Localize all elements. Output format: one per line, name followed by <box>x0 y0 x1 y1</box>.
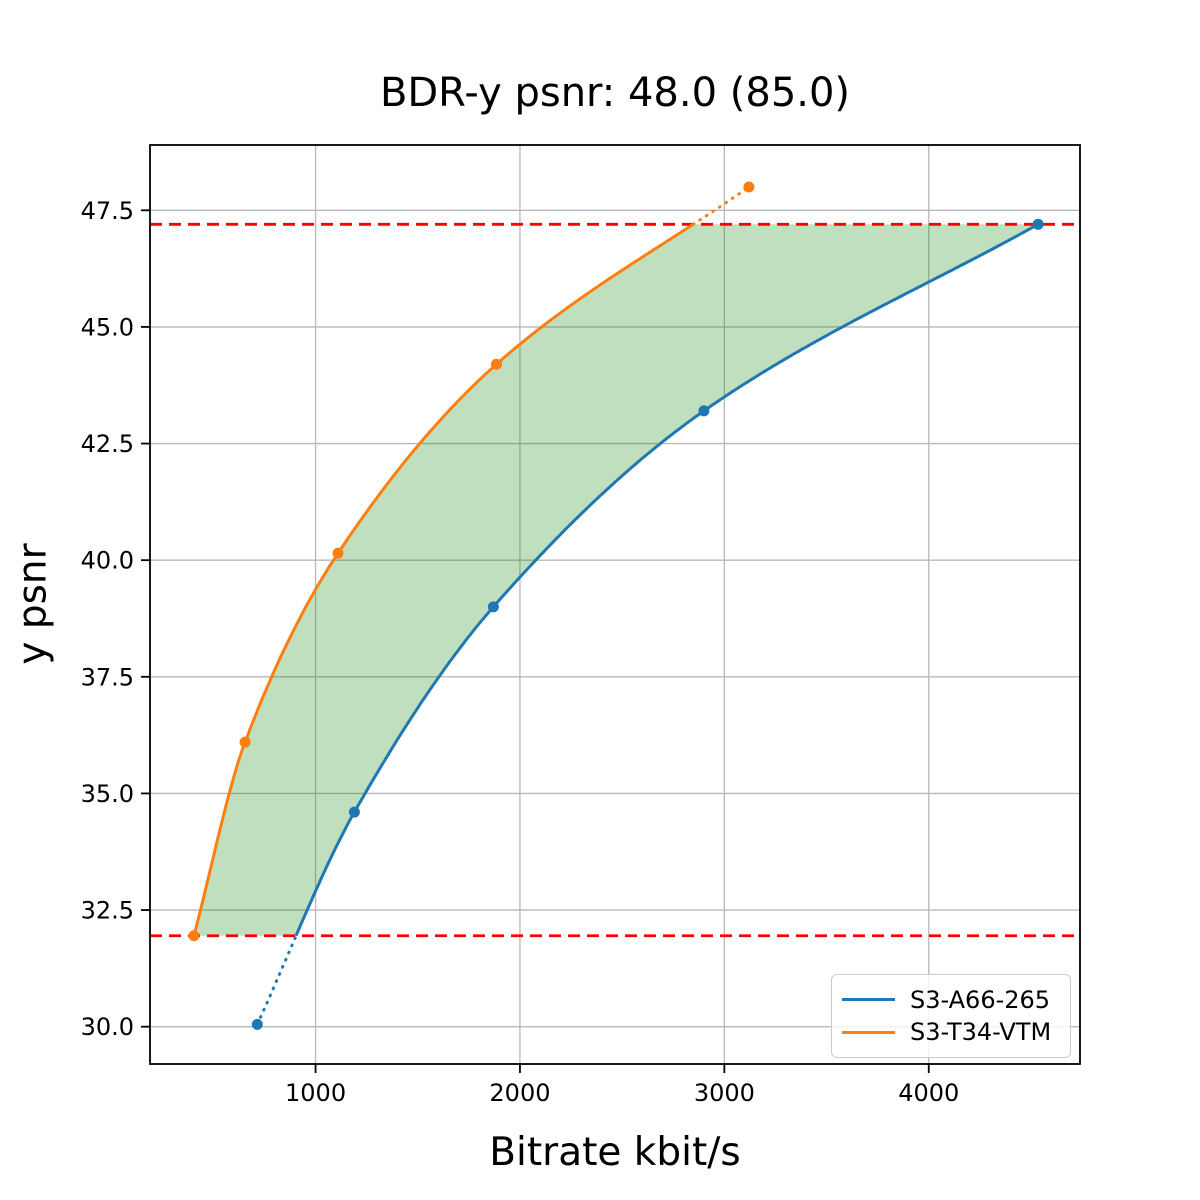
series-line-s3-t34-vtm <box>192 222 695 937</box>
series-dotted-s3-a66-265 <box>255 934 298 1026</box>
y-tick-label: 30.0 <box>81 1013 134 1041</box>
y-tick-label: 47.5 <box>81 197 134 225</box>
series-dotted-s3-t34-vtm <box>691 185 751 226</box>
legend-line-sample-blue <box>842 998 895 1002</box>
data-point-s3-t34-vtm <box>743 181 755 193</box>
data-point-s3-a66-265 <box>698 405 710 417</box>
data-point-s3-a66-265 <box>1032 218 1044 230</box>
y-axis-label: y psnr <box>10 543 56 665</box>
series-line-s3-a66-265 <box>294 222 1039 937</box>
data-point-s3-t34-vtm <box>239 736 251 748</box>
bd-rate-fill-region <box>193 224 1039 936</box>
plot-border <box>149 144 1081 1065</box>
y-tick-label: 37.5 <box>81 663 134 691</box>
data-point-s3-a66-265 <box>251 1018 263 1030</box>
legend-label: S3-A66-265 <box>910 985 1051 1014</box>
legend-item-s3-t34-vtm: S3-T34-VTM <box>842 1020 1070 1044</box>
data-point-s3-a66-265 <box>487 601 499 613</box>
data-point-s3-t34-vtm <box>188 930 200 942</box>
x-tick-label: 2000 <box>489 1079 550 1107</box>
y-tick-label: 35.0 <box>81 780 134 808</box>
x-tick-label: 4000 <box>898 1079 959 1107</box>
legend-item-s3-a66-265: S3-A66-265 <box>842 988 1070 1012</box>
chart-title: BDR-y psnr: 48.0 (85.0) <box>379 70 851 116</box>
y-tick-label: 42.5 <box>81 430 134 458</box>
legend-label: S3-T34-VTM <box>910 1018 1052 1047</box>
data-point-s3-t34-vtm <box>490 358 502 370</box>
legend: S3-A66-265 S3-T34-VTM <box>831 974 1071 1058</box>
y-tick-label: 40.0 <box>81 547 134 575</box>
legend-line-sample-orange <box>842 1030 895 1034</box>
data-point-s3-a66-265 <box>348 806 360 818</box>
y-tick-label: 45.0 <box>81 313 134 341</box>
x-axis-label: Bitrate kbit/s <box>489 1130 741 1175</box>
data-point-s3-t34-vtm <box>332 547 344 559</box>
y-tick-label: 32.5 <box>81 897 134 925</box>
x-tick-label: 3000 <box>694 1079 755 1107</box>
x-tick-label: 1000 <box>285 1079 346 1107</box>
